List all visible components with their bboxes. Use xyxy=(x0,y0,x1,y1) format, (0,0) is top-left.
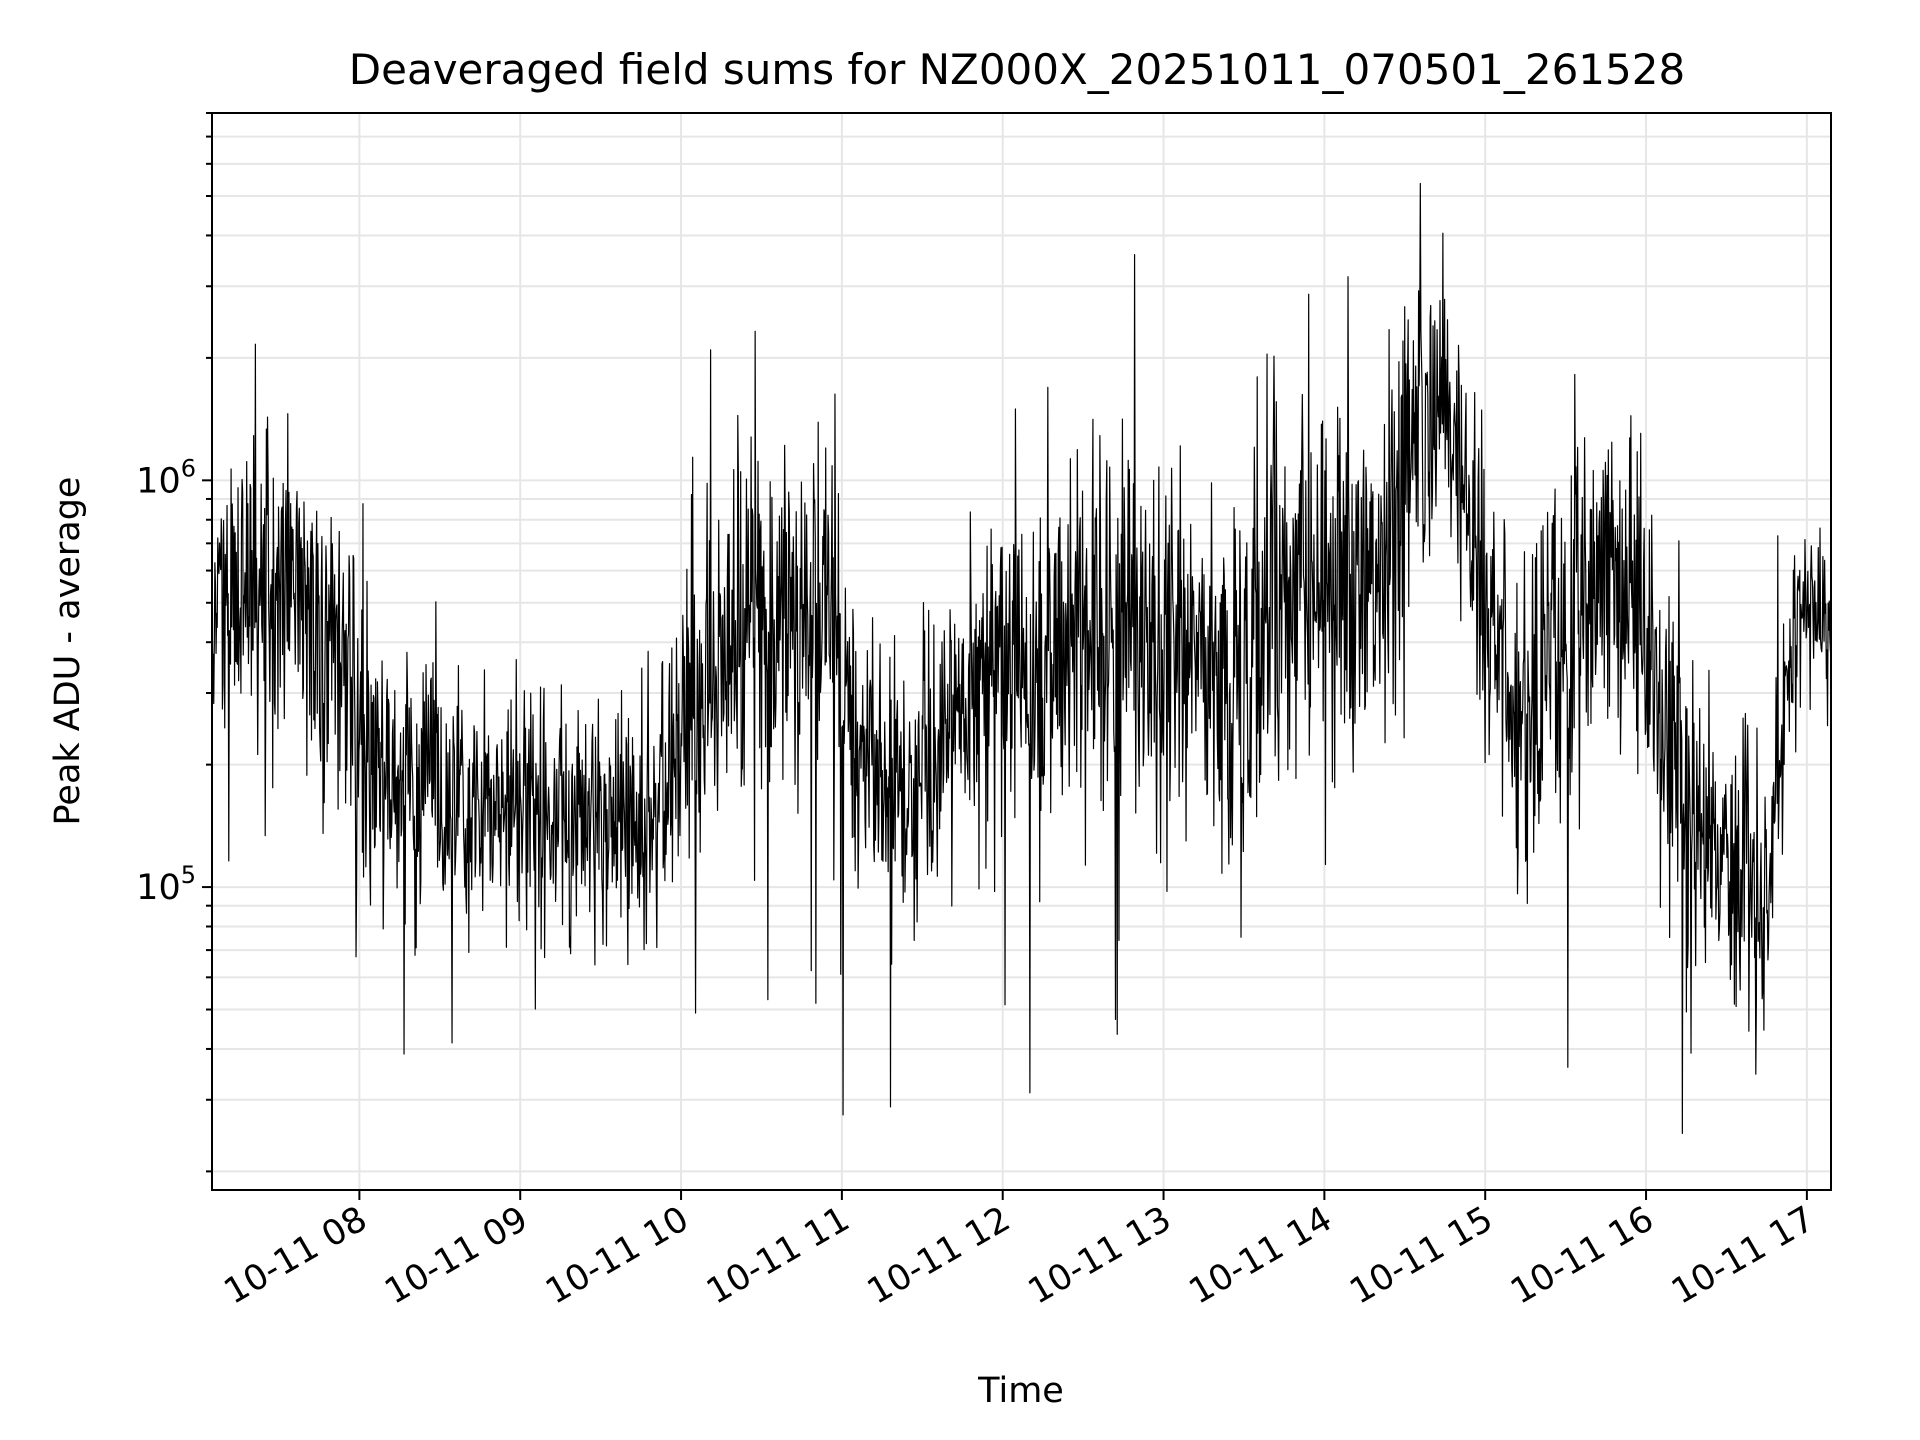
x-axis-label: Time xyxy=(977,1371,1064,1411)
plot-frame xyxy=(211,112,1832,1191)
y-tick-label: 106 xyxy=(136,454,196,501)
chart-title: Deaveraged field sums for NZ000X_2025101… xyxy=(349,45,1685,94)
y-tick-label: 105 xyxy=(136,861,196,908)
series-line-group xyxy=(211,182,1832,1135)
series-line xyxy=(211,182,1832,1135)
y-axis-label: Peak ADU - average xyxy=(48,477,88,826)
